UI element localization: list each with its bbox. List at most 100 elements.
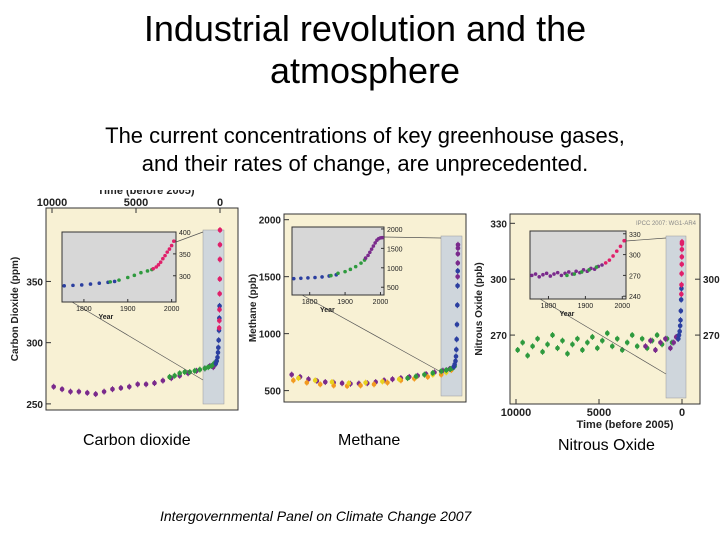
co2-point-purple (59, 386, 65, 392)
ch4-point-yellow (396, 376, 402, 382)
co2-inset-connector (175, 231, 204, 243)
n2o-inset-point-magenta (614, 249, 619, 253)
n2o-inset-xtick-label: 2000 (615, 303, 631, 310)
co2-inset-xtick-label: 2000 (164, 306, 180, 313)
ch4-point-blue (454, 337, 459, 342)
co2-inset-point-magenta (151, 266, 155, 271)
co2-ytick-label: 300 (26, 339, 43, 350)
co2-inset-point-green (108, 280, 113, 284)
n2o-inset-point-purple (552, 272, 556, 276)
n2o-point-magenta (679, 261, 685, 267)
n2o-point-green (600, 338, 605, 343)
n2o-point-magenta (679, 291, 684, 297)
co2-inset-point-blue (79, 283, 84, 287)
ch4-inset-point-green (336, 271, 340, 276)
ch4-inset-ytick-label: 2000 (387, 227, 403, 234)
n2o-inset-point-purple (537, 274, 542, 279)
n2o-point-green (605, 330, 610, 336)
n2o-point-magenta (679, 254, 685, 260)
co2-point-green (177, 370, 182, 376)
n2o-point-green (624, 340, 630, 345)
n2o-point-green (530, 343, 535, 349)
n2o-inset-point-magenta (607, 258, 612, 262)
n2o-point-blue (679, 286, 684, 291)
n2o-point-green (540, 349, 545, 355)
ch4-point-purple (455, 274, 460, 279)
ch4-inset-ytick-label: 1500 (387, 246, 403, 253)
n2o-inset-point-purple (533, 272, 538, 276)
co2-inset-point-blue (112, 279, 117, 284)
ch4-inset-point-blue (299, 276, 303, 281)
n2o-ytick-label: 270 (490, 331, 507, 342)
n2o-point-green (590, 334, 595, 340)
ch4-point-green (405, 375, 410, 381)
co2-point-magenta (217, 242, 223, 248)
ch4-point-orange (371, 382, 377, 387)
n2o-point-green (565, 351, 570, 357)
co2-inset-ytick-label: 400 (179, 230, 191, 237)
ch4-point-green (422, 372, 427, 377)
co2-point-magenta (217, 257, 223, 262)
ch4-point-purple (322, 379, 328, 385)
co2-point-purple (68, 389, 73, 394)
ch4-point-green (443, 367, 449, 373)
ch4-point-yellow (312, 378, 318, 383)
n2o-point-magenta (679, 282, 684, 288)
slide-subtitle-line-1: The current concentrations of key greenh… (105, 123, 625, 148)
n2o-inset-ytick-label: 300 (629, 253, 641, 260)
ch4-point-orange (291, 378, 296, 383)
ch4-inset-point-purple (369, 247, 374, 251)
co2-xtick-label: 5000 (124, 197, 148, 209)
co2-point-blue (215, 350, 221, 355)
co2-point-purple (110, 386, 115, 392)
n2o-inset-ytick-label: 270 (629, 273, 641, 280)
ch4-inset-point-green (359, 261, 363, 265)
co2-inset-point-magenta (154, 265, 159, 269)
ch4-point-green (438, 368, 444, 374)
n2o-point-blue (678, 317, 683, 323)
slide-title-line-2: atmosphere (269, 50, 461, 91)
co2-ytick-label: 350 (26, 277, 43, 288)
ch4-point-purple (339, 380, 345, 386)
n2o-ytick-label: 330 (490, 219, 507, 230)
slide-title: Industrial revolution and the atmosphere (60, 8, 670, 92)
co2-inset-point-green (117, 278, 121, 282)
co2-inset-point-magenta (165, 250, 170, 254)
ch4-inset-ytick-label: 500 (387, 285, 399, 292)
n2o-point-blue (677, 329, 682, 334)
n2o-inset-point-purple (566, 270, 571, 274)
ch4-point-blue (453, 358, 458, 364)
n2o-point-purple (658, 340, 663, 345)
n2o-inset-point-purple (548, 274, 553, 278)
co2-point-purple (101, 389, 107, 394)
n2o-xtick-label: 0 (679, 407, 685, 419)
ch4-point-orange (317, 382, 323, 387)
ch4-point-green (430, 370, 436, 376)
ch4-inset-point-blue (313, 275, 317, 280)
co2-point-blue (216, 337, 221, 343)
co2-ytick-label: 250 (26, 400, 43, 411)
co2-point-purple (160, 378, 166, 383)
n2o-inset-point-green (579, 270, 584, 274)
co2-point-blue (216, 345, 221, 350)
n2o-inset-point-green (587, 268, 591, 272)
caption-carbon-dioxide: Carbon dioxide (83, 432, 191, 449)
ch4-inset-point-green (329, 273, 333, 278)
co2-inset-ytick-label: 300 (179, 274, 191, 281)
ch4-inset-point-blue (291, 276, 296, 281)
slide-subtitle: The current concentrations of key greenh… (40, 122, 690, 178)
n2o-inset-point-purple (600, 263, 604, 267)
ch4-point-purple (390, 376, 395, 382)
n2o-inset-xtick-label: 1800 (541, 303, 557, 310)
n2o-inset-point-magenta (603, 261, 608, 265)
ch4-point-orange (438, 372, 444, 377)
co2-inset-point-blue (62, 284, 66, 288)
ch4-inset-ytick-label: 1000 (387, 266, 403, 273)
n2o-point-green (595, 345, 600, 351)
co2-inset-point-magenta (156, 263, 161, 267)
n2o-inset-connector (625, 237, 667, 242)
ch4-point-purple (455, 260, 461, 266)
n2o-inset-point-green (572, 272, 577, 276)
ch4-point-orange (358, 383, 363, 388)
